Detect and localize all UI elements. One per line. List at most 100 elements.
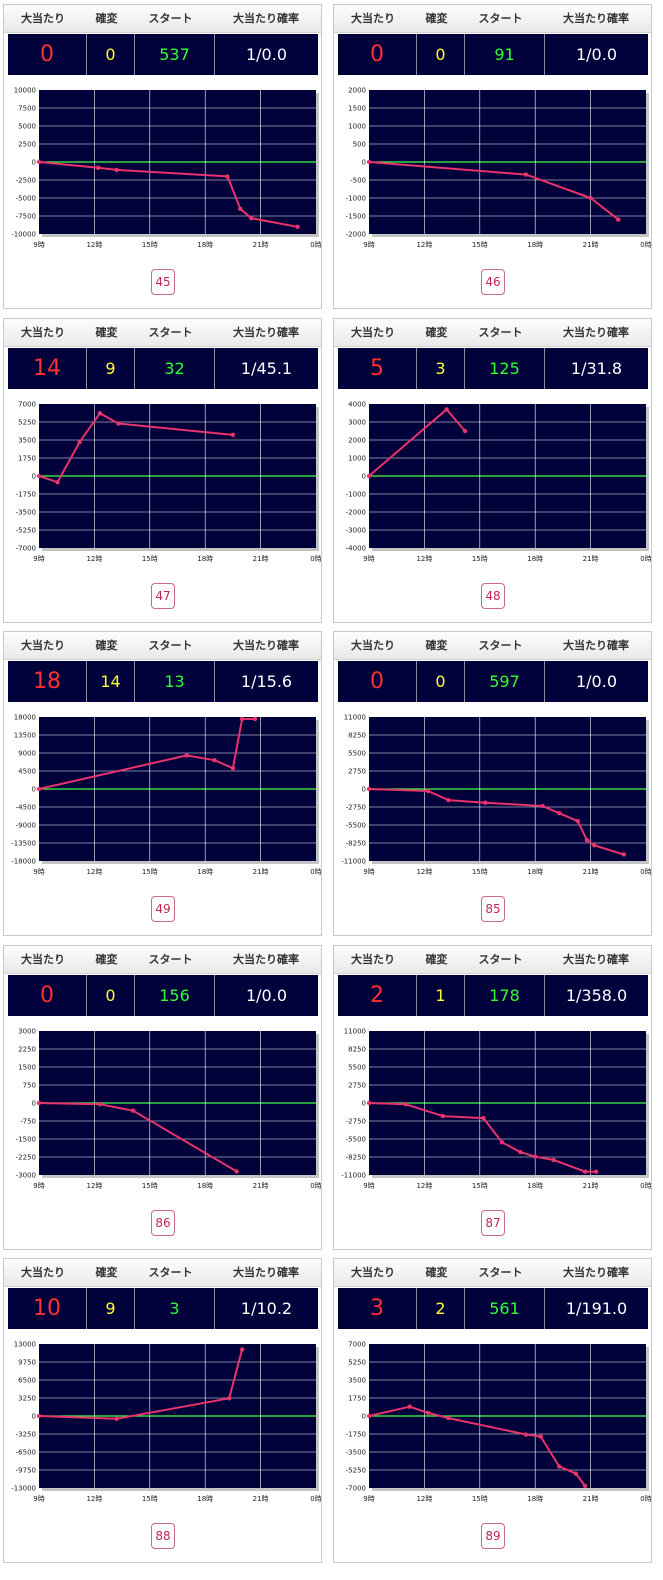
start-count: 13 — [164, 672, 185, 691]
y-tick-label: 5000 — [18, 123, 36, 131]
header-probability: 大当たり確率 — [233, 325, 299, 339]
data-point — [36, 1100, 42, 1105]
header-probability: 大当たり確率 — [563, 952, 629, 966]
data-point — [440, 1113, 446, 1118]
data-point — [403, 1101, 409, 1107]
balance-series-line — [368, 788, 625, 856]
y-tick-label: -9750 — [16, 1467, 36, 1475]
y-tick-label: 4000 — [348, 400, 366, 408]
table-header: 大当たり 確変 スタート 大当たり確率 — [4, 5, 321, 33]
x-tick-label: 18時 — [197, 241, 213, 249]
cell-divider — [464, 1288, 465, 1329]
data-point — [446, 1415, 451, 1421]
balance-chart: 2000 1500 1000 500 0 -500 -1000 -1500 -2000 9時 12時… — [346, 87, 651, 250]
x-tick-label: 18時 — [197, 1182, 213, 1190]
data-point — [588, 195, 593, 201]
hits-count: 10 — [33, 1296, 61, 1321]
y-tick-label: 5500 — [348, 750, 366, 758]
x-tick-label: 15時 — [142, 868, 158, 876]
machine-number-link[interactable]: 48 — [481, 582, 505, 609]
cell-divider — [464, 661, 465, 702]
data-point — [97, 410, 103, 415]
machine-card: 大当たり 確変 スタート 大当たり確率 0 0 156 1/0.0 3000 2250 1500 75… — [3, 944, 322, 1250]
machine-number-link[interactable]: 86 — [151, 1209, 175, 1236]
x-tick-label: 0時 — [640, 555, 651, 563]
cell-divider — [464, 34, 465, 75]
x-tick-label: 15時 — [142, 241, 158, 249]
cell-divider — [416, 347, 417, 389]
machine-card: 大当たり 確変 スタート 大当たり確率 3 2 561 1/191.0 7000 5250 3500… — [333, 1258, 652, 1563]
data-point — [481, 1115, 486, 1120]
machine-number-link[interactable]: 85 — [481, 896, 505, 922]
stats-row: 14 9 32 1/45.1 — [8, 347, 318, 389]
hits-count: 0 — [40, 982, 54, 1008]
y-tick-label: 0 — [362, 472, 366, 480]
data-point — [55, 479, 60, 484]
cell-divider — [86, 347, 87, 389]
hit-probability: 1/0.0 — [245, 985, 287, 1005]
machine-number-link[interactable]: 88 — [151, 1523, 175, 1549]
header-kakuhen: 確変 — [425, 12, 448, 25]
balance-chart: 11000 8250 5500 2750 0 -2750 -5500 -8250 -11000 9… — [341, 1027, 651, 1190]
machine-number-link[interactable]: 89 — [481, 1523, 505, 1549]
data-point — [36, 786, 42, 792]
header-hits: 大当たり — [351, 12, 395, 25]
cell-divider — [416, 34, 417, 75]
hits-count: 5 — [370, 355, 384, 381]
hits-count: 0 — [40, 42, 54, 67]
data-point — [97, 1101, 103, 1106]
header-start: スタート — [478, 952, 523, 966]
x-tick-label: 0時 — [310, 555, 321, 563]
machine-number-link[interactable]: 46 — [481, 269, 505, 295]
x-tick-label: 15時 — [142, 1182, 158, 1190]
y-tick-label: -2500 — [16, 177, 36, 185]
y-tick-label: 6500 — [18, 1377, 36, 1385]
y-tick-label: -2250 — [16, 1153, 36, 1161]
balance-series-line — [38, 1349, 244, 1420]
y-tick-label: 0 — [32, 1413, 36, 1421]
header-start: スタート — [148, 12, 193, 25]
data-point — [582, 1169, 588, 1174]
x-tick-label: 18時 — [527, 241, 543, 249]
data-point — [366, 159, 372, 165]
data-point — [130, 1107, 136, 1113]
y-tick-label: -5500 — [346, 1135, 366, 1143]
kakuhen-count: 14 — [100, 672, 121, 691]
x-tick-label: 12時 — [416, 555, 432, 563]
data-point — [557, 1464, 562, 1469]
balance-chart: 3000 2250 1500 750 0 -750 -1500 -2250 -3000 9時 12時… — [16, 1027, 321, 1190]
x-tick-label: 0時 — [640, 1182, 651, 1190]
data-point — [523, 172, 529, 177]
data-point — [239, 716, 245, 722]
x-tick-label: 21時 — [253, 555, 269, 563]
stats-row: 0 0 597 1/0.0 — [338, 661, 648, 702]
y-tick-label: 0 — [362, 1413, 366, 1421]
x-tick-label: 0時 — [640, 241, 651, 249]
machine-card: 大当たり 確変 スタート 大当たり確率 14 9 32 1/45.1 7000 5250 3500 1… — [3, 317, 322, 623]
y-tick-label: -5500 — [346, 822, 366, 830]
machine-number-link[interactable]: 87 — [481, 1209, 505, 1236]
y-tick-label: -2750 — [346, 804, 366, 812]
y-tick-label: 7500 — [18, 105, 36, 113]
data-point — [444, 406, 449, 412]
x-tick-label: 12時 — [416, 1182, 432, 1190]
y-tick-label: -4000 — [346, 544, 366, 552]
table-header: 大当たり 確変 スタート 大当たり確率 — [334, 1259, 651, 1287]
header-kakuhen: 確変 — [95, 952, 118, 966]
machine-card: 大当たり 確変 スタート 大当たり確率 5 3 125 1/31.8 4000 3000 2000 1… — [333, 317, 652, 623]
x-tick-label: 15時 — [472, 1182, 488, 1190]
x-tick-label: 9時 — [33, 868, 44, 876]
x-tick-label: 9時 — [33, 241, 44, 249]
data-point — [584, 837, 590, 843]
balance-chart: 7000 5250 3500 1750 0 -1750 -3500 -5250 -7000 9時 1… — [16, 400, 321, 563]
y-tick-label: 3000 — [348, 418, 366, 426]
cell-divider — [134, 347, 135, 389]
cell-divider — [214, 347, 215, 389]
x-tick-label: 0時 — [310, 1495, 321, 1503]
x-tick-label: 18時 — [197, 868, 213, 876]
cell-divider — [86, 974, 87, 1016]
machine-number-link[interactable]: 45 — [151, 269, 175, 295]
machine-number-link[interactable]: 49 — [151, 896, 175, 922]
header-hits: 大当たり — [21, 952, 65, 966]
machine-number-link[interactable]: 47 — [151, 582, 175, 609]
